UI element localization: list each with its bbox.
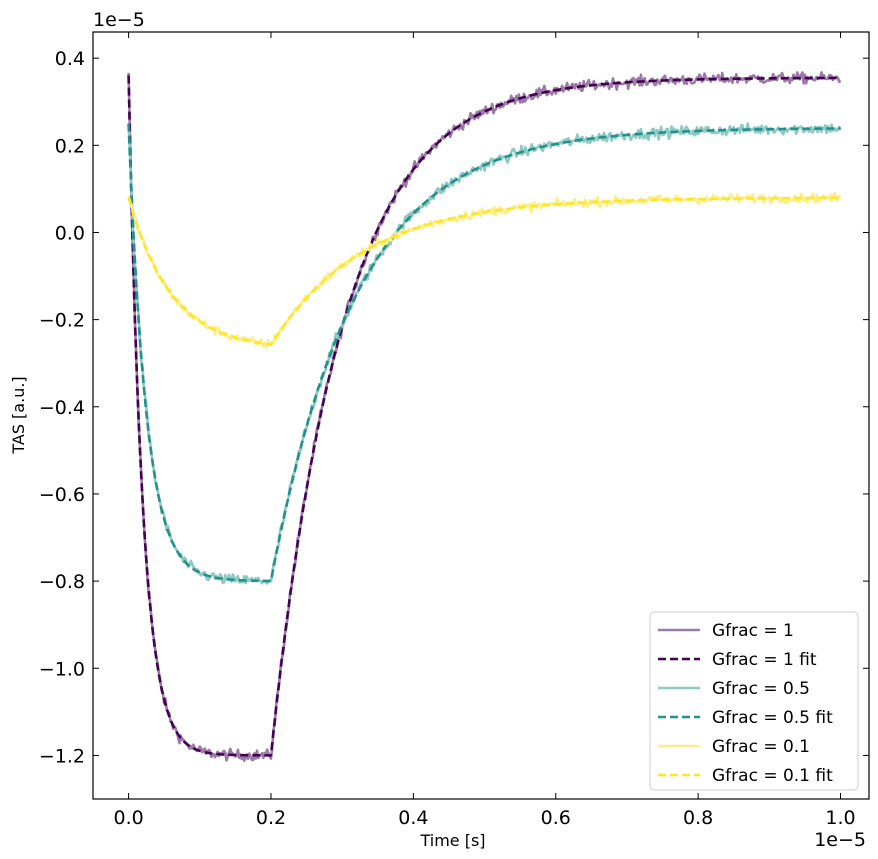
legend-label-4: Gfrac = 0.1: [712, 737, 810, 757]
series-line-2: [127, 122, 842, 585]
x-offset-label: 1e−5: [814, 829, 866, 851]
ticks-layer: 0.0 0.2 0.4 0.6 0.8 1.0 0.4 0.2 0.0 −0.2 −0.4 −0.6 −…: [39, 32, 869, 829]
y-offset-label: 1e−5: [93, 9, 145, 31]
x-tick-label: 1.0: [825, 807, 855, 829]
x-tick-label: 0.8: [683, 807, 713, 829]
series-layer: [127, 71, 842, 762]
y-tick-label: 0.2: [55, 135, 85, 157]
legend-label-1: Gfrac = 1 fit: [712, 650, 817, 670]
y-tick-label: −0.6: [39, 484, 85, 506]
y-tick-label: −0.2: [39, 310, 85, 332]
x-tick-label: 0.0: [113, 807, 143, 829]
y-tick-label: 0.0: [55, 222, 85, 244]
y-tick-label: 0.4: [55, 48, 85, 70]
legend-box: [649, 611, 859, 791]
y-axis-label: TAS [a.u.]: [9, 376, 28, 454]
y-tick-label: −0.8: [39, 571, 85, 593]
series-line-3: [127, 123, 841, 583]
legend-label-2: Gfrac = 0.5: [712, 679, 810, 699]
y-tick-label: −1.2: [39, 745, 85, 767]
x-tick-label: 0.4: [398, 807, 428, 829]
series-line-5: [127, 196, 841, 346]
legend-label-0: Gfrac = 1: [712, 621, 794, 641]
series-line-1: [127, 75, 841, 757]
y-tick-label: −0.4: [39, 397, 85, 419]
x-axis-label: Time [s]: [419, 831, 485, 850]
legend: Gfrac = 1 Gfrac = 1 fit Gfrac = 0.5 Gfrac =…: [649, 611, 859, 791]
legend-label-5: Gfrac = 0.1 fit: [712, 766, 833, 786]
x-tick-label: 0.2: [256, 807, 286, 829]
legend-label-3: Gfrac = 0.5 fit: [712, 708, 833, 728]
x-tick-label: 0.6: [541, 807, 571, 829]
y-tick-label: −1.0: [39, 658, 85, 680]
plot-frame: [92, 31, 870, 800]
